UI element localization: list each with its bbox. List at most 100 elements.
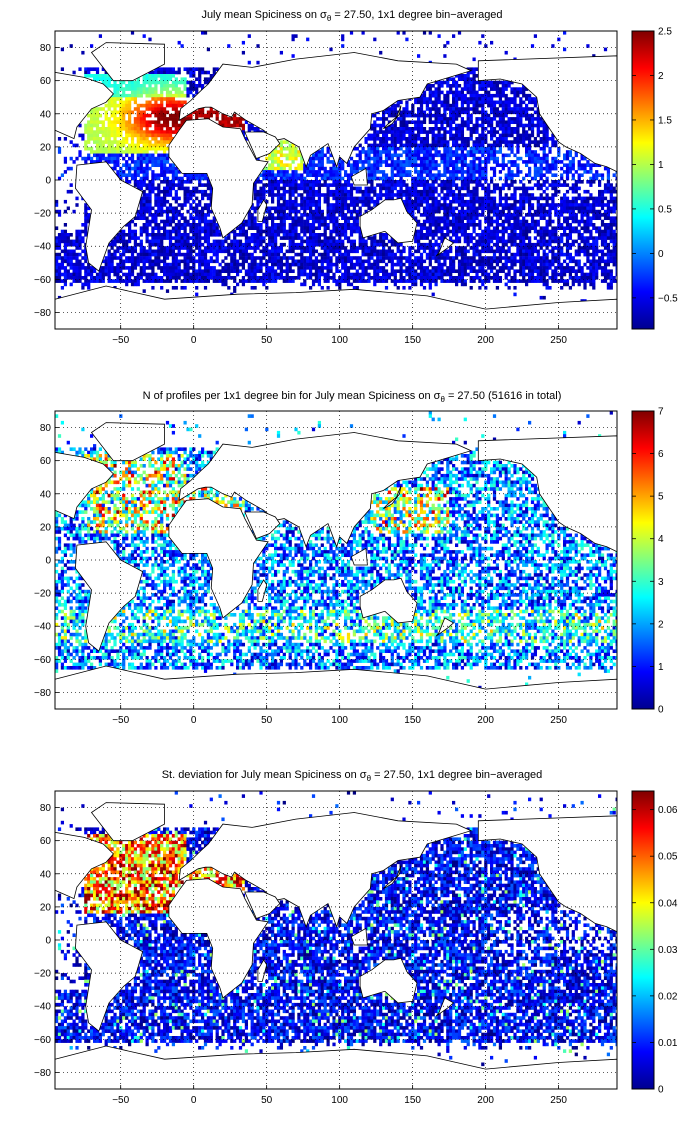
data-cell — [236, 246, 240, 250]
data-cell — [253, 239, 257, 244]
data-cell — [390, 186, 394, 191]
data-cell — [198, 176, 202, 181]
data-cell — [498, 103, 503, 108]
data-cell — [98, 107, 103, 111]
data-cell — [332, 216, 336, 221]
data-cell — [154, 160, 158, 164]
data-cell — [294, 216, 298, 221]
data-cell — [390, 143, 394, 148]
data-cell — [145, 216, 149, 221]
data-cell — [314, 209, 319, 214]
data-cell — [507, 120, 511, 125]
data-cell — [160, 123, 164, 128]
data-cell — [498, 170, 503, 174]
data-cell — [455, 166, 459, 171]
data-cell — [428, 127, 432, 131]
data-cell — [373, 176, 377, 181]
data-cell — [487, 90, 491, 95]
data-cell — [238, 226, 243, 231]
data-cell — [271, 199, 275, 204]
data-cell — [133, 150, 138, 154]
data-cell — [116, 173, 120, 178]
data-cell — [171, 229, 176, 234]
data-cell — [63, 229, 68, 234]
data-cell — [548, 163, 552, 168]
data-cell — [180, 233, 184, 237]
data-cell — [498, 176, 503, 181]
data-cell — [163, 223, 167, 227]
data-cell — [160, 233, 164, 237]
data-cell — [557, 226, 561, 231]
data-cell — [565, 166, 570, 171]
data-cell — [87, 140, 91, 144]
data-cell — [460, 186, 465, 191]
data-cell — [501, 87, 505, 91]
data-cell — [160, 117, 164, 121]
data-cell — [428, 146, 432, 151]
data-cell — [157, 226, 161, 231]
data-cell — [565, 199, 570, 204]
data-cell — [148, 189, 152, 194]
data-cell — [370, 123, 374, 128]
data-cell — [457, 216, 462, 221]
data-cell — [113, 100, 117, 105]
data-cell — [130, 133, 135, 138]
data-cell — [355, 213, 359, 217]
data-cell — [457, 209, 462, 214]
data-cell — [466, 77, 470, 82]
data-cell — [87, 146, 91, 151]
data-cell — [466, 153, 470, 158]
data-cell — [75, 239, 79, 244]
data-cell — [238, 242, 243, 247]
data-cell — [600, 206, 605, 211]
data-cell — [145, 170, 149, 174]
data-cell — [519, 213, 523, 217]
data-cell — [490, 137, 494, 141]
data-cell — [525, 153, 529, 158]
data-cell — [335, 166, 339, 171]
data-cell — [148, 113, 152, 118]
data-cell — [352, 166, 357, 171]
data-cell — [309, 213, 313, 217]
data-cell — [379, 140, 383, 144]
data-cell — [344, 196, 348, 201]
data-cell — [323, 153, 327, 158]
data-cell — [113, 236, 117, 240]
data-cell — [317, 180, 322, 184]
data-cell — [510, 97, 514, 101]
data-cell — [414, 216, 418, 221]
data-cell — [577, 233, 581, 237]
data-cell — [279, 176, 284, 181]
data-cell — [536, 196, 540, 201]
data-cell — [157, 242, 161, 247]
data-cell — [160, 130, 164, 134]
data-cell — [163, 189, 167, 194]
data-cell — [341, 44, 345, 48]
data-cell — [236, 242, 240, 247]
data-cell — [174, 216, 178, 221]
data-cell — [577, 206, 581, 211]
data-cell — [510, 176, 514, 181]
data-cell — [528, 236, 532, 240]
data-cell — [516, 199, 520, 204]
data-cell — [192, 233, 196, 237]
data-cell — [545, 160, 549, 164]
data-cell — [443, 113, 447, 118]
data-cell — [311, 189, 316, 194]
data-cell — [422, 97, 427, 101]
data-cell — [373, 163, 377, 168]
data-cell — [332, 163, 336, 168]
data-cell — [180, 183, 184, 187]
data-cell — [116, 170, 120, 174]
data-cell — [107, 80, 111, 85]
data-cell — [157, 156, 161, 161]
data-cell — [297, 246, 301, 250]
data-cell — [326, 193, 330, 197]
data-cell — [399, 133, 403, 138]
data-cell — [320, 156, 324, 161]
data-cell — [344, 193, 348, 197]
data-cell — [466, 242, 470, 247]
data-cell — [151, 160, 155, 164]
data-cell — [323, 180, 327, 184]
data-cell — [326, 189, 330, 194]
